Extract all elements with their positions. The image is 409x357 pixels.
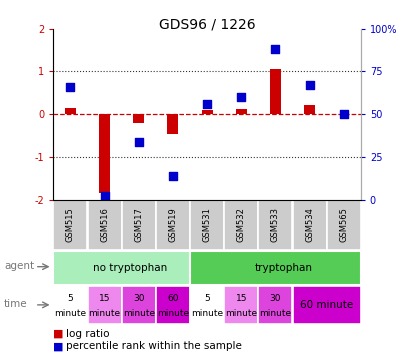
Text: minute: minute [258, 310, 291, 318]
Bar [53, 286, 87, 324]
Point [237, 94, 244, 100]
Text: 30: 30 [133, 294, 144, 303]
Point [169, 173, 176, 179]
Bar [87, 286, 121, 324]
Text: 15: 15 [235, 294, 246, 303]
Text: 5: 5 [67, 294, 73, 303]
Text: minute: minute [88, 310, 120, 318]
Bar [235, 109, 246, 114]
Point [101, 193, 108, 199]
Text: minute: minute [191, 310, 222, 318]
Bar [303, 105, 314, 114]
Text: time: time [4, 299, 28, 309]
Text: GSM533: GSM533 [270, 207, 279, 242]
Bar [258, 200, 292, 250]
Point [203, 101, 210, 107]
Bar [224, 200, 258, 250]
Text: 5: 5 [204, 294, 209, 303]
Text: tryptophan: tryptophan [254, 263, 312, 273]
Bar [133, 114, 144, 123]
Bar [121, 200, 155, 250]
Bar [155, 286, 189, 324]
Bar [53, 251, 189, 285]
Bar [258, 286, 292, 324]
Bar [155, 200, 189, 250]
Text: GSM516: GSM516 [100, 207, 109, 242]
Text: minute: minute [156, 310, 189, 318]
Point [272, 46, 278, 52]
Text: GSM515: GSM515 [66, 207, 75, 242]
Bar [189, 200, 224, 250]
Text: GSM565: GSM565 [338, 207, 347, 242]
Text: no tryptophan: no tryptophan [93, 263, 167, 273]
Text: GSM519: GSM519 [168, 207, 177, 242]
Text: GDS96 / 1226: GDS96 / 1226 [158, 18, 255, 32]
Text: 60: 60 [167, 294, 178, 303]
Text: minute: minute [122, 310, 155, 318]
Text: percentile rank within the sample: percentile rank within the sample [65, 341, 241, 351]
Text: ■: ■ [53, 329, 64, 339]
Text: GSM532: GSM532 [236, 207, 245, 242]
Point [306, 82, 312, 88]
Text: log ratio: log ratio [65, 329, 109, 339]
Text: ■: ■ [53, 341, 64, 351]
Bar [87, 200, 121, 250]
Text: 30: 30 [269, 294, 281, 303]
Point [339, 111, 346, 117]
Bar [292, 200, 326, 250]
Bar [189, 286, 224, 324]
Bar [201, 110, 212, 114]
Bar [224, 286, 258, 324]
Point [67, 84, 74, 90]
Text: agent: agent [4, 261, 34, 271]
Text: 15: 15 [99, 294, 110, 303]
Bar [269, 69, 280, 114]
Text: minute: minute [54, 310, 86, 318]
Bar [167, 114, 178, 134]
Text: GSM534: GSM534 [304, 207, 313, 242]
Bar [121, 286, 155, 324]
Text: GSM531: GSM531 [202, 207, 211, 242]
Text: minute: minute [225, 310, 257, 318]
Text: 60 minute: 60 minute [299, 300, 353, 310]
Bar [326, 200, 360, 250]
Bar [65, 108, 76, 114]
Point [135, 139, 142, 145]
Bar [189, 251, 360, 285]
Text: GSM517: GSM517 [134, 207, 143, 242]
Bar [99, 114, 110, 193]
Bar [53, 200, 87, 250]
Bar [292, 286, 360, 324]
